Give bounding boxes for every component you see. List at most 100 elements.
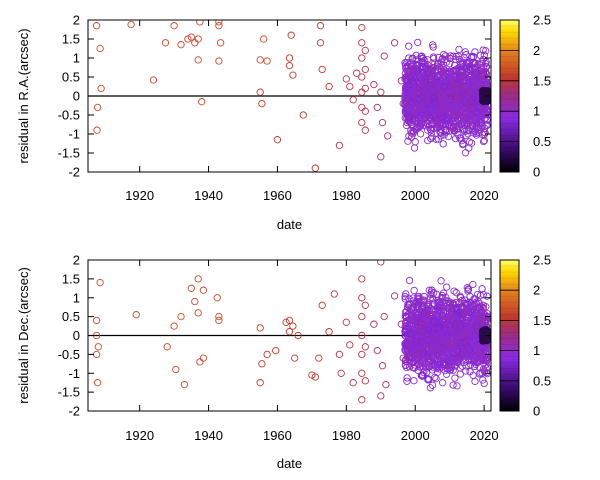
y-tick-label: -0.5 — [58, 108, 80, 123]
data-point — [418, 302, 426, 311]
data-point — [191, 297, 199, 306]
data-point — [448, 363, 456, 371]
data-point — [444, 84, 452, 92]
data-point — [418, 52, 426, 60]
data-point — [438, 353, 446, 362]
data-point — [438, 120, 447, 129]
data-point — [455, 55, 464, 64]
colorbar: 0 0.5 1 1.5 2 2.5 — [499, 13, 551, 180]
data-point — [397, 77, 406, 85]
data-point — [476, 312, 484, 320]
data-point — [263, 57, 271, 65]
data-point — [444, 104, 453, 112]
data-point — [318, 301, 326, 309]
data-point — [170, 22, 178, 30]
data-point — [402, 290, 410, 298]
data-point — [482, 357, 491, 365]
data-point — [426, 384, 435, 392]
data-point — [468, 89, 476, 97]
colorbar: 0 0.5 1 1.5 2 2.5 — [499, 253, 551, 419]
data-point — [479, 89, 487, 97]
data-point — [479, 376, 487, 384]
data-point — [461, 322, 469, 330]
data-point — [423, 334, 431, 342]
data-point — [370, 80, 378, 89]
colorbar-tick-label: 2 — [533, 43, 540, 58]
data-point — [432, 117, 441, 125]
data-point — [421, 62, 429, 70]
data-point — [177, 312, 185, 321]
data-point — [215, 57, 223, 65]
data-point — [475, 303, 484, 312]
x-tick-label: 1960 — [263, 428, 292, 443]
x-tick-label: 1940 — [194, 188, 223, 203]
data-point — [410, 286, 418, 295]
data-point — [437, 277, 445, 285]
data-point — [437, 334, 445, 342]
data-point — [358, 39, 366, 47]
data-point — [94, 343, 102, 351]
data-point — [476, 51, 485, 60]
data-point — [434, 300, 442, 308]
data-point — [475, 299, 484, 308]
data-point — [474, 103, 482, 111]
data-point — [446, 52, 455, 60]
data-point — [427, 129, 435, 137]
data-point — [465, 138, 474, 146]
data-point — [377, 260, 385, 266]
data-point — [449, 300, 457, 308]
y-tick-label: 1 — [73, 290, 80, 305]
data-point — [419, 335, 427, 343]
y-tick-label: 1.5 — [62, 271, 80, 286]
data-point — [479, 290, 488, 299]
x-axis-label: date — [277, 217, 302, 232]
data-point — [455, 323, 464, 331]
y-tick-label: -1 — [68, 366, 80, 381]
data-point — [405, 71, 414, 79]
data-point — [446, 68, 454, 76]
data-point — [397, 320, 406, 328]
data-point — [438, 346, 446, 354]
data-point — [457, 80, 465, 88]
data-point — [450, 356, 458, 365]
data-point — [161, 39, 170, 47]
data-point — [428, 286, 436, 294]
data-point — [335, 350, 344, 359]
data-point — [443, 322, 451, 330]
data-point — [447, 100, 455, 108]
data-point — [475, 75, 483, 84]
data-point — [256, 379, 264, 387]
data-point — [419, 371, 427, 379]
data-point — [456, 63, 464, 71]
colorbar-tick-label: 0.5 — [533, 134, 551, 149]
data-point — [464, 130, 472, 138]
data-point — [434, 368, 442, 376]
data-point — [440, 131, 449, 139]
data-point — [469, 347, 477, 355]
data-point — [436, 333, 444, 341]
data-point — [416, 130, 425, 138]
data-point — [409, 317, 418, 325]
data-point — [440, 50, 448, 59]
data-point — [470, 81, 478, 90]
data-point — [434, 124, 442, 132]
data-point — [437, 125, 445, 133]
data-point — [316, 39, 325, 47]
x-tick-label: 2000 — [401, 428, 430, 443]
data-point — [361, 301, 369, 309]
colorbar-tick-label: 2.5 — [533, 253, 551, 268]
data-point — [481, 115, 489, 123]
data-point — [483, 354, 491, 363]
data-point — [447, 75, 455, 83]
data-point — [285, 328, 294, 336]
data-point — [96, 44, 104, 53]
data-point — [451, 55, 460, 63]
y-tick-label: 0 — [73, 89, 80, 104]
data-point — [409, 130, 417, 138]
data-point — [427, 126, 435, 134]
data-point — [403, 340, 411, 348]
data-point — [358, 88, 366, 96]
